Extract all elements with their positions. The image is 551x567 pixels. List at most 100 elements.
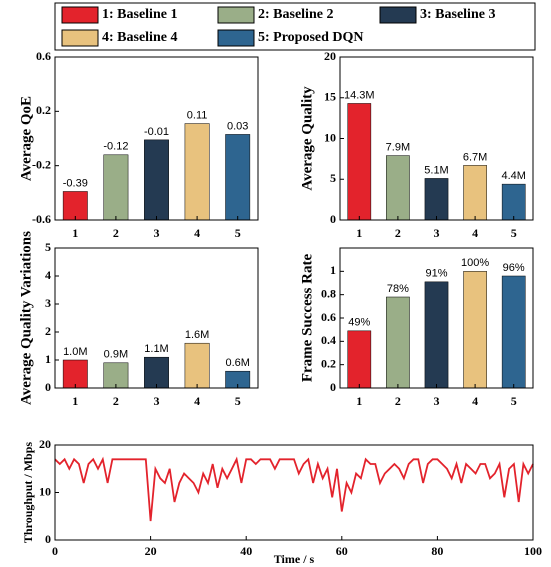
x-tick-label: 5 — [511, 394, 517, 408]
x-tick-label: 1 — [72, 394, 78, 408]
y-tick-label: 1 — [45, 352, 51, 366]
bar — [225, 134, 251, 221]
value-label: 4.4M — [501, 170, 525, 182]
bar — [144, 139, 169, 221]
x-tick-label: 80 — [431, 544, 443, 558]
y-tick-label: 0.6 — [321, 310, 336, 324]
y-axis-label: Average QoE — [18, 96, 34, 181]
value-label: 6.7M — [463, 151, 487, 163]
x-tick-label: 4 — [472, 226, 478, 240]
y-tick-label: 10 — [324, 130, 336, 144]
legend-swatch — [217, 29, 255, 47]
y-tick-label: 0.8 — [321, 286, 336, 300]
bar — [463, 165, 487, 221]
x-tick-label: 2 — [113, 226, 119, 240]
y-tick-label: 0 — [45, 532, 51, 546]
x-tick-label: 3 — [434, 226, 440, 240]
bar — [144, 356, 169, 389]
bar — [424, 281, 449, 389]
x-tick-label: 2 — [395, 226, 401, 240]
x-tick-label: 5 — [235, 226, 241, 240]
y-tick-label: 0 — [330, 212, 336, 226]
value-label: 49% — [348, 317, 370, 329]
x-tick-label: 4 — [194, 226, 200, 240]
value-label: 7.9M — [386, 142, 410, 154]
x-tick-label: 5 — [511, 226, 517, 240]
y-tick-label: 5 — [45, 240, 51, 254]
x-tick-label: 5 — [235, 394, 241, 408]
legend-label: 2: Baseline 2 — [258, 7, 333, 22]
y-tick-label: 2 — [45, 324, 51, 338]
y-tick-label: 1 — [330, 263, 336, 277]
legend-swatch — [61, 6, 99, 24]
x-tick-label: 100 — [524, 544, 542, 558]
x-tick-label: 1 — [356, 394, 362, 408]
throughput-line — [54, 456, 534, 522]
legend-label: 4: Baseline 4 — [102, 30, 177, 45]
bar — [424, 178, 449, 221]
bar — [347, 103, 372, 221]
legend-swatch — [217, 6, 255, 24]
value-label: 0.6M — [225, 357, 249, 369]
bar — [184, 342, 210, 389]
bar — [103, 154, 129, 221]
x-tick-label: 2 — [113, 394, 119, 408]
y-tick-label: 0.4 — [321, 333, 336, 347]
bar — [62, 359, 88, 389]
bar — [62, 191, 88, 221]
bar — [501, 275, 526, 389]
axes-frame — [54, 56, 259, 221]
bar — [184, 123, 210, 221]
y-tick-label: 0.2 — [36, 103, 51, 117]
value-label: -0.12 — [103, 141, 128, 153]
y-tick-label: 0.2 — [321, 356, 336, 370]
x-tick-label: 1 — [356, 226, 362, 240]
x-tick-label: 3 — [154, 226, 160, 240]
x-tick-label: 4 — [472, 394, 478, 408]
y-axis-label: Average Quality Variations — [18, 231, 34, 405]
x-tick-label: 2 — [395, 394, 401, 408]
legend-label: 3: Baseline 3 — [420, 7, 495, 22]
bar — [463, 271, 487, 389]
y-tick-label: 20 — [324, 49, 336, 63]
bar — [501, 183, 526, 221]
legend-box — [54, 2, 536, 51]
value-label: 100% — [461, 257, 489, 269]
y-axis-label: Average Quality — [299, 86, 315, 191]
y-tick-label: 20 — [39, 437, 51, 451]
y-tick-label: 3 — [45, 296, 51, 310]
y-tick-label: 4 — [45, 268, 51, 282]
bar — [386, 296, 410, 389]
bar — [347, 330, 372, 389]
bar — [103, 362, 129, 389]
value-label: 96% — [503, 262, 525, 274]
value-label: 1.1M — [144, 343, 168, 355]
value-label: 1.6M — [185, 329, 209, 341]
value-label: 0.11 — [187, 109, 208, 121]
x-tick-label: 3 — [154, 394, 160, 408]
x-tick-label: 1 — [72, 226, 78, 240]
value-label: 0.03 — [227, 120, 248, 132]
x-axis-label: Time / s — [274, 552, 315, 566]
bar — [386, 155, 410, 221]
y-axis-label: Throughput / Mbps — [21, 442, 35, 543]
y-tick-label: -0.6 — [32, 212, 51, 226]
y-tick-label: 0.6 — [36, 49, 51, 63]
y-tick-label: 10 — [39, 484, 51, 498]
value-label: 78% — [387, 283, 409, 295]
x-tick-label: 60 — [336, 544, 348, 558]
y-axis-label: Frame Success Rate — [299, 254, 315, 383]
axes-frame — [54, 247, 259, 389]
x-tick-label: 4 — [194, 394, 200, 408]
x-tick-label: 20 — [145, 544, 157, 558]
legend-swatch — [61, 29, 99, 47]
y-tick-label: 0 — [45, 380, 51, 394]
legend-label: 1: Baseline 1 — [102, 7, 177, 22]
value-label: 1.0M — [63, 346, 87, 358]
y-tick-label: 0 — [330, 380, 336, 394]
axes-frame — [339, 56, 534, 221]
y-tick-label: 15 — [324, 90, 336, 104]
value-label: -0.01 — [144, 126, 169, 138]
x-tick-label: 3 — [434, 394, 440, 408]
value-label: 0.9M — [104, 349, 128, 361]
